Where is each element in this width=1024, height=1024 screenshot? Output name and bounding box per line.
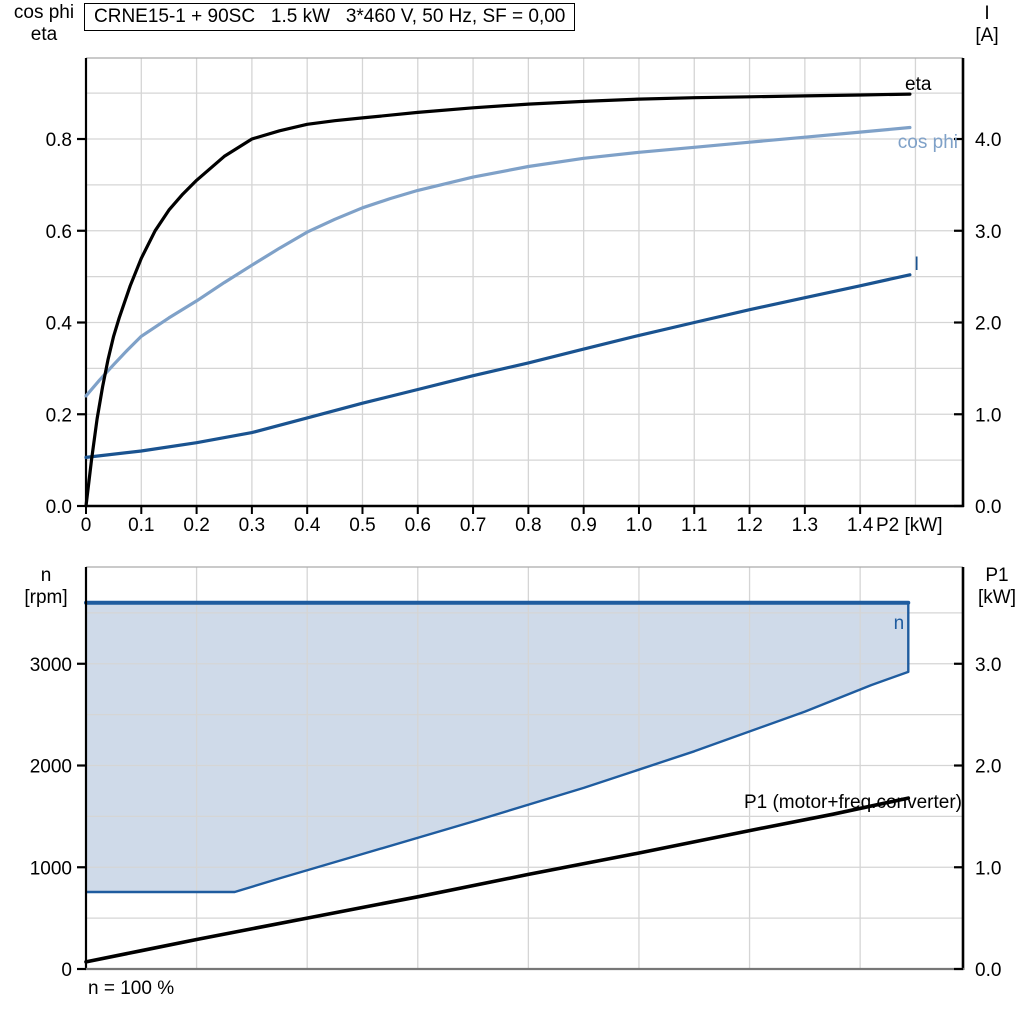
x-tick-label: 1.0: [626, 515, 652, 536]
curve-i: [84, 273, 912, 459]
p1-curve-label: P1 (motor+freq.converter): [744, 792, 962, 813]
upper-left-axis-label-line1: cos phi: [13, 2, 75, 23]
left-tick-label: 1000: [30, 858, 72, 879]
x-tick-label: 0.8: [515, 515, 541, 536]
right-tick-label: 4.0: [975, 130, 1001, 151]
right-tick-label: 2.0: [975, 757, 1001, 778]
x-tick-label: 1.3: [792, 515, 818, 536]
upper-left-axis-label-line2: eta: [30, 24, 58, 45]
x-tick-label: 0.9: [570, 515, 596, 536]
curve-cos-phi: [84, 125, 912, 398]
left-tick-label: 2000: [30, 757, 72, 778]
upper-right-axis-label-line2: [A]: [975, 25, 999, 46]
lower-left-axis-label: n [rpm]: [6, 565, 86, 609]
right-tick-label: 0.0: [975, 497, 1001, 518]
right-tick-label: 2.0: [975, 314, 1001, 335]
right-tick-label: 3.0: [975, 655, 1001, 676]
left-tick-label: 0: [61, 960, 72, 981]
x-tick-label: 0.6: [405, 515, 431, 536]
speed-lower-boundary: [86, 602, 910, 894]
lower-chart: 0 1000 2000 3000 0.0 1.0 2.0 3.0 n P1 (motor+freq…: [30, 566, 1001, 981]
left-tick-label: 0.0: [46, 497, 72, 518]
eta-curve-label: eta: [905, 74, 932, 95]
x-tick-label: 0.1: [128, 515, 154, 536]
curve-p1: [84, 796, 911, 964]
lower-left-axis-label-line1: n: [40, 565, 52, 586]
x-axis-unit-label: P2 [kW]: [876, 515, 943, 536]
x-tick-label: 0.2: [183, 515, 209, 536]
upper-chart: 0.0 0.2 0.4 0.6 0.8 0.0 1.0 2.0 3.0 4.0 0 0.1 0.2 0.3…: [46, 57, 1001, 536]
lower-right-axis-label-line1: P1: [985, 565, 1009, 586]
lower-left-axis-label-line2: [rpm]: [24, 587, 68, 608]
curve-eta: [84, 92, 912, 508]
x-tick-label: 0.3: [239, 515, 265, 536]
lower-right-axis-label-line2: [kW]: [978, 587, 1016, 608]
upper-right-axis-label: I [A]: [955, 3, 1019, 47]
right-tick-label: 1.0: [975, 405, 1001, 426]
right-tick-label: 0.0: [975, 960, 1001, 981]
x-tick-label: 1.4: [847, 515, 874, 536]
speed-region-label: n: [894, 613, 905, 634]
speed-footnote: n = 100 %: [88, 978, 175, 999]
right-tick-label: 3.0: [975, 222, 1001, 243]
upper-left-axis-label: cos phi eta: [4, 2, 84, 46]
current-curve-label: I: [914, 254, 919, 275]
speed-range-fill: [86, 602, 909, 892]
chart-title: CRNE15-1 + 90SC 1.5 kW 3*460 V, 50 Hz, S…: [84, 3, 576, 31]
x-tick-label: 0: [81, 515, 92, 536]
lower-right-axis-label: P1 [kW]: [963, 565, 1024, 609]
upper-curves: [84, 92, 912, 508]
left-tick-label: 3000: [30, 655, 72, 676]
upper-right-axis-label-line1: I: [984, 3, 990, 24]
x-tick-label: 1.2: [736, 515, 762, 536]
x-tick-label: 0.4: [294, 515, 321, 536]
left-tick-label: 0.2: [46, 405, 72, 426]
cos-phi-curve-label: cos phi: [898, 132, 958, 153]
x-tick-label: 0.7: [460, 515, 486, 536]
left-tick-label: 0.4: [46, 314, 73, 335]
left-tick-label: 0.8: [46, 130, 72, 151]
x-tick-label: 0.5: [349, 515, 375, 536]
left-tick-label: 0.6: [46, 222, 72, 243]
right-tick-label: 1.0: [975, 858, 1001, 879]
x-tick-label: 1.1: [681, 515, 707, 536]
